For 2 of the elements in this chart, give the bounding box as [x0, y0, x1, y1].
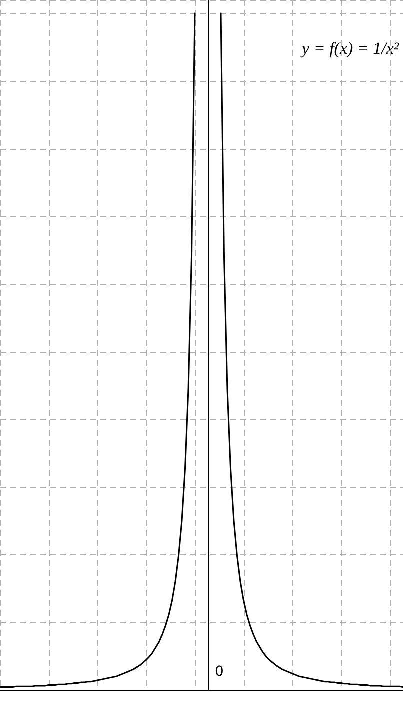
annotation: 0: [215, 664, 224, 680]
annotation: y = f(x) = 1/x²: [300, 39, 400, 58]
